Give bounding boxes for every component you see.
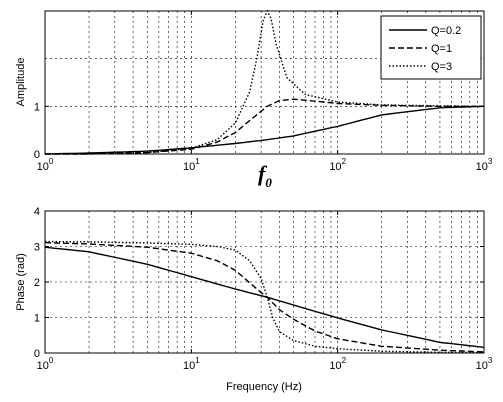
amplitude-xtick-label: 101 (183, 157, 200, 173)
annotation-subscript: 0 (265, 175, 272, 190)
phase-xtick-label: 100 (37, 356, 54, 372)
phase-ylabel: Phase (rad) (15, 253, 27, 310)
amplitude-xtick-label: 100 (37, 157, 54, 173)
legend-label-q1: Q=1 (431, 43, 452, 55)
amplitude-ylabel: Amplitude (15, 58, 27, 107)
phase-xlabel: Frequency (Hz) (226, 381, 302, 393)
phase-lines (44, 240, 485, 354)
amplitude-ticks: 100 101 102 103 0 1 (34, 11, 493, 173)
phase-xtick-label: 102 (329, 356, 346, 372)
phase-grid (45, 211, 484, 353)
amplitude-xtick-label: 103 (476, 157, 493, 173)
amplitude-xtick-label: 102 (329, 157, 346, 173)
legend-box (380, 15, 482, 80)
phase-ytick-label: 0 (34, 348, 40, 360)
phase-ytick-label: 3 (34, 242, 40, 254)
phase-ytick-label: 1 (34, 313, 40, 325)
amplitude-panel: 100 101 102 103 0 1 Amplitude Q=0.2 Q=1 Q=3 f… (15, 9, 493, 190)
annotation-main: f (258, 161, 268, 186)
amplitude-lines (44, 9, 485, 155)
phase-series-q3 (44, 240, 484, 354)
phase-ticks: 100 101 102 103 0 1 2 3 4 (34, 206, 493, 372)
legend-label-q3: Q=3 (431, 61, 452, 73)
resonance-frequency-annotation: f0 (258, 161, 272, 190)
phase-ytick-label: 2 (34, 277, 40, 289)
phase-ytick-label: 4 (34, 206, 40, 218)
legend: Q=0.2 Q=1 Q=3 (380, 15, 482, 80)
amplitude-ytick-label: 1 (34, 101, 40, 113)
legend-label-q02: Q=0.2 (431, 25, 461, 37)
amplitude-axes-box (44, 10, 485, 155)
phase-xtick-label: 103 (476, 356, 493, 372)
amplitude-series-q1 (45, 98, 484, 155)
amplitude-ytick-label: 0 (34, 149, 40, 161)
phase-panel: 100 101 102 103 0 1 2 3 4 Phase (rad) Frequency … (15, 206, 493, 393)
amplitude-series-q02 (44, 105, 485, 155)
phase-xtick-label: 101 (183, 356, 200, 372)
